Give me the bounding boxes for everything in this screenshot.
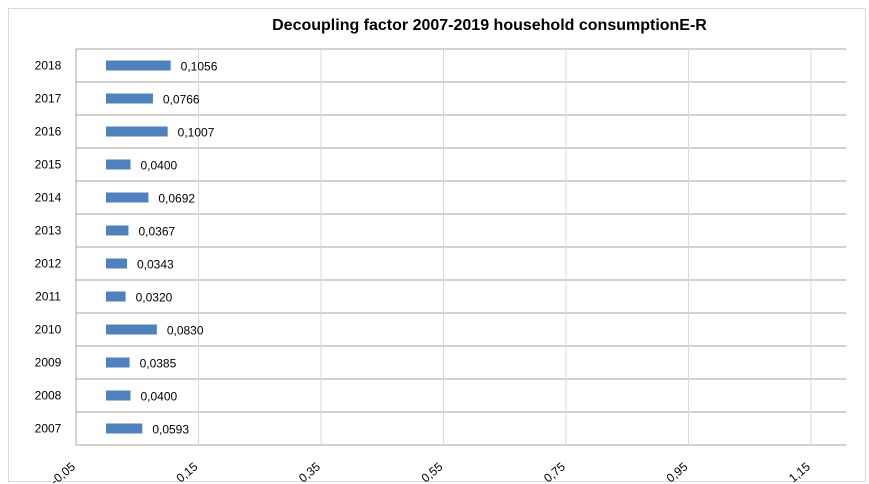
x-tick-label: 0,55	[419, 459, 446, 484]
x-tick-label: 0,95	[664, 459, 691, 484]
y-tick-label: 2017	[35, 92, 62, 106]
data-label: 0,0593	[152, 423, 189, 437]
y-tick-label: 2014	[35, 191, 62, 205]
data-label: 0,1007	[178, 126, 215, 140]
x-tick-label: -0,05	[48, 459, 78, 484]
bar	[106, 291, 126, 302]
data-label: 0,0400	[141, 159, 178, 173]
y-tick-label: 2012	[35, 257, 62, 271]
data-label: 0,0830	[167, 324, 204, 338]
bar	[106, 357, 130, 368]
y-tick-label: 2011	[35, 290, 61, 304]
x-tick-label: 0,75	[541, 459, 568, 484]
x-tick-label: 0,15	[174, 459, 201, 484]
y-tick-label: 2010	[35, 323, 62, 337]
bar	[106, 60, 171, 71]
data-label: 0,0692	[158, 192, 195, 206]
bar	[106, 390, 131, 401]
bar	[106, 324, 157, 335]
y-tick-label: 2015	[35, 158, 62, 172]
data-label: 0,0343	[137, 258, 174, 272]
bar	[106, 192, 149, 203]
data-label: 0,0385	[140, 357, 177, 371]
x-tick-label: 1,15	[786, 459, 813, 484]
data-label: 0,0367	[138, 225, 175, 239]
data-label: 0,0320	[136, 291, 173, 305]
bar	[106, 225, 129, 236]
chart-title: Decoupling factor 2007-2019 household co…	[272, 17, 707, 34]
y-tick-label: 2016	[35, 125, 62, 139]
bar	[106, 423, 143, 434]
y-tick-label: 2007	[35, 422, 62, 436]
bar	[106, 159, 131, 170]
y-tick-label: 2018	[35, 59, 62, 73]
bar	[106, 258, 128, 269]
y-tick-label: 2009	[35, 356, 62, 370]
data-label: 0,0766	[163, 93, 200, 107]
bar	[106, 126, 168, 137]
y-tick-label: 2013	[35, 224, 62, 238]
data-label: 0,0400	[141, 390, 178, 404]
chart-frame	[8, 8, 866, 482]
bar	[106, 93, 153, 104]
data-label: 0,1056	[181, 60, 218, 74]
y-tick-label: 2008	[35, 389, 62, 403]
x-tick-label: 0,35	[296, 459, 323, 484]
